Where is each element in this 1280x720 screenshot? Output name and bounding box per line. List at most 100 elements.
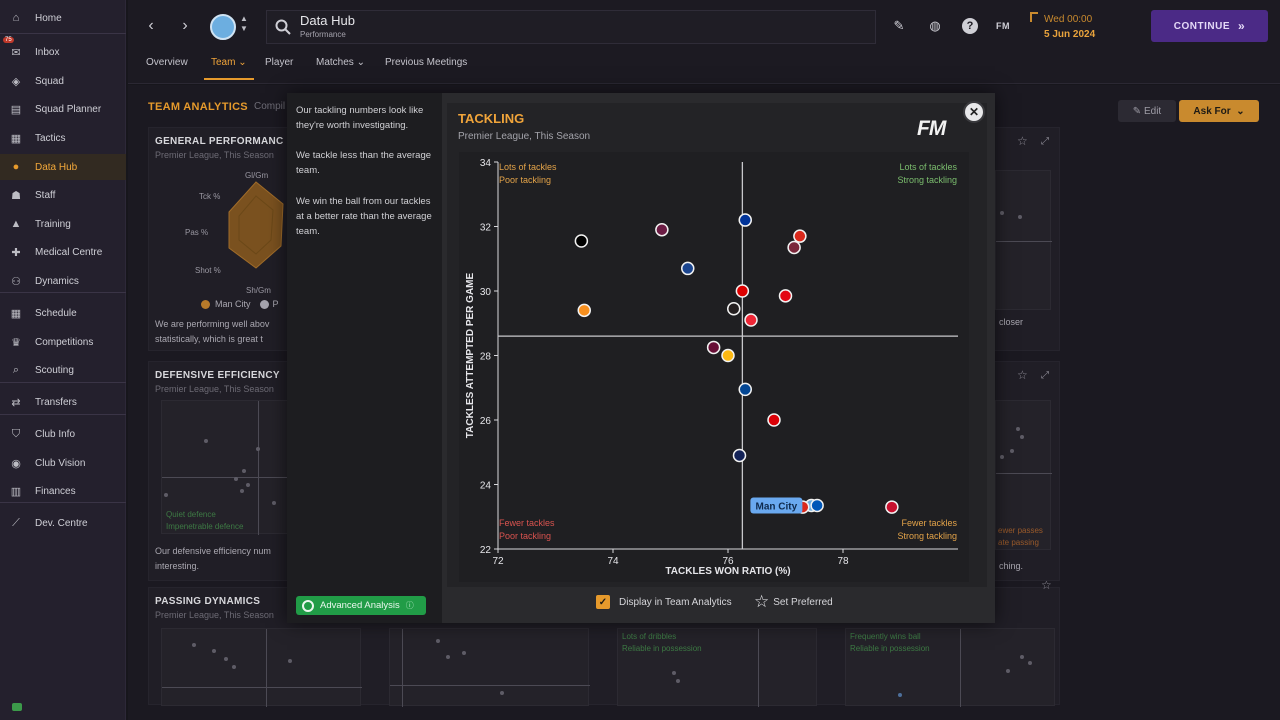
mini-dot [1028, 661, 1032, 665]
chart-subtitle: Premier League, This Season [458, 131, 591, 142]
y-tick-label: 22 [480, 545, 492, 556]
card-text: interesting. [155, 561, 200, 571]
world-icon[interactable]: ◍ [929, 18, 941, 33]
sidebar-item-inbox[interactable]: ✉ 75 Inbox [0, 37, 126, 65]
back-arrow-icon[interactable]: ‹ [148, 17, 154, 34]
quadrant-label: Poor tackling [499, 175, 551, 185]
x-tick-label: 72 [492, 556, 504, 567]
star-icon[interactable]: ☆ [1017, 368, 1028, 382]
scatter-plot-svg: 72 74 76 78 22 24 26 28 30 32 34 TACKLES WON RATIO … [465, 158, 958, 577]
edit-pencil-icon[interactable]: ✎ [893, 18, 905, 33]
tab-previous-meetings[interactable]: Previous Meetings [385, 57, 468, 68]
card-subtitle: Premier League, This Season [155, 150, 274, 160]
sidebar-item-squad[interactable]: ◈ Squad [0, 68, 126, 94]
radar-label: Sh/Gm [246, 286, 271, 295]
sidebar-item-data-hub[interactable]: ● Data Hub [0, 154, 126, 180]
sidebar-item-competitions[interactable]: ♛ Competitions [0, 329, 126, 355]
sidebar-item-medical-centre[interactable]: ✚ Medical Centre [0, 239, 126, 265]
quadrant-label: Strong tackling [897, 175, 957, 185]
quadrant-label: Fewer tackles [901, 518, 957, 528]
transfers-icon: ⇄ [11, 396, 21, 409]
tab-overview[interactable]: Overview [146, 57, 188, 68]
training-icon: ▲ [10, 218, 22, 230]
sidebar-item-home[interactable]: ⌂ Home [0, 5, 126, 31]
set-preferred-button[interactable]: ☆ Set Preferred [754, 593, 833, 610]
club-badge-point [810, 498, 824, 513]
mini-axis [266, 629, 267, 707]
sidebar-item-transfers[interactable]: ⇄ Transfers [0, 389, 126, 415]
fm-logo: FM [917, 117, 946, 140]
sidebar-item-label: Data Hub [35, 161, 78, 173]
sidebar-item-finances[interactable]: ▥ Finances [0, 478, 126, 504]
mini-dot [224, 657, 228, 661]
tackling-analysis-modal: Our tackling numbers look like they're w… [287, 93, 995, 623]
date-flag-icon [1030, 12, 1038, 22]
club-badge-point [681, 261, 695, 276]
club-badge-point [793, 229, 807, 243]
star-icon[interactable]: ☆ [1017, 134, 1028, 148]
shirt-icon: ◈ [11, 75, 21, 88]
expand-icon[interactable]: ⤢ [1041, 136, 1049, 147]
right-card-2[interactable]: ☆ ⤢ ewer passes ate passing ching. [994, 361, 1060, 581]
sidebar-item-scouting[interactable]: ⌕ Scouting [0, 357, 126, 383]
sidebar-item-dynamics[interactable]: ⚇ Dynamics [0, 268, 126, 294]
sidebar-item-label: Home [35, 12, 62, 24]
sidebar-item-training[interactable]: ▲ Training [0, 211, 126, 237]
mini-dot [246, 483, 250, 487]
sidebar-item-club-info[interactable]: ⛉ Club Info [0, 421, 126, 447]
expand-icon[interactable]: ⤢ [1041, 370, 1049, 381]
current-date: 5 Jun 2024 [1044, 29, 1096, 40]
vision-icon: ◉ [11, 457, 21, 470]
star-icon[interactable]: ☆ [1041, 578, 1052, 592]
sidebar-item-squad-planner[interactable]: ▤ Squad Planner [0, 96, 126, 122]
radar-chart [228, 181, 284, 269]
sidebar-item-label: Staff [35, 189, 56, 201]
tab-team[interactable]: Team ⌄ [211, 57, 247, 68]
mini-dot [232, 665, 236, 669]
ask-for-label: Ask For [1193, 105, 1231, 117]
club-badge[interactable] [210, 14, 236, 40]
unread-badge: 75 [3, 37, 14, 43]
sidebar-item-schedule[interactable]: ▦ Schedule [0, 300, 126, 326]
search-icon [275, 19, 291, 35]
quadrant-label-line: ewer passes [998, 526, 1043, 535]
quadrant-label: Quiet defence Impenetrable defence [166, 509, 243, 533]
help-icon[interactable]: ? [962, 18, 978, 34]
card-text: Our defensive efficiency num [155, 546, 271, 556]
continue-button[interactable]: CONTINUE » [1151, 10, 1268, 42]
sidebar-item-label: Transfers [35, 396, 77, 408]
club-switch-icon[interactable]: ▲ ▼ [240, 14, 248, 33]
close-button[interactable]: ✕ [963, 101, 985, 123]
sidebar-item-dev-centre[interactable]: ⟋ Dev. Centre [0, 510, 126, 536]
y-tick-label: 24 [480, 481, 492, 492]
mini-scatter-plot [161, 628, 362, 707]
status-indicator-icon[interactable] [12, 703, 22, 711]
mini-dot [1020, 435, 1024, 439]
edit-button[interactable]: ✎ Edit [1118, 100, 1176, 122]
fm-menu-icon[interactable]: FM [996, 21, 1010, 31]
active-tab-indicator [204, 78, 254, 80]
info-icon: ⓘ [405, 601, 414, 610]
right-card-1[interactable]: ☆ ⤢ closer [994, 127, 1060, 351]
sidebar-item-tactics[interactable]: ▦ Tactics [0, 125, 126, 151]
mini-scatter-plot [389, 628, 590, 707]
chart-title: TACKLING [458, 111, 525, 126]
y-tick-label: 32 [480, 223, 492, 234]
club-badge-point [787, 240, 801, 255]
general-performance-card[interactable]: GENERAL PERFORMANC Premier League, This … [148, 127, 288, 351]
tab-player[interactable]: Player [265, 57, 294, 68]
sidebar-item-club-vision[interactable]: ◉ Club Vision [0, 450, 126, 476]
search-bar[interactable]: Data Hub Performance [266, 10, 876, 44]
quadrant-label: Lots of tackles [499, 162, 557, 172]
mini-dot [272, 501, 276, 505]
tab-matches[interactable]: Matches ⌄ [316, 57, 365, 68]
advanced-analysis-button[interactable]: Advanced Analysis ⓘ [296, 596, 426, 615]
forward-arrow-icon[interactable]: › [182, 17, 188, 34]
y-axis-label: TACKLES ATTEMPTED PER GAME [465, 272, 476, 438]
chart-panel: TACKLING Premier League, This Season FM … [447, 103, 987, 587]
display-in-team-analytics-checkbox[interactable]: ✓ Display in Team Analytics [596, 595, 732, 609]
chevron-down-icon: ⌄ [1236, 105, 1245, 117]
sidebar-item-staff[interactable]: ☗ Staff [0, 182, 126, 208]
defensive-efficiency-card[interactable]: DEFENSIVE EFFICIENCY Premier League, Thi… [148, 361, 290, 581]
ask-for-button[interactable]: Ask For ⌄ [1179, 100, 1259, 122]
